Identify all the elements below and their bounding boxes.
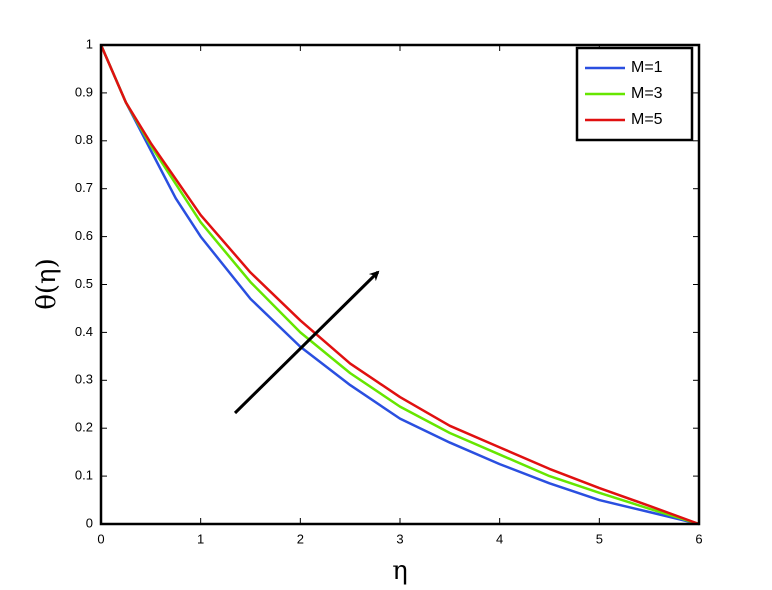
y-tick-label: 0.6 [75,228,93,243]
legend-label: M=5 [631,111,663,128]
y-tick-label: 0.5 [75,276,93,291]
legend-label: M=3 [631,85,663,102]
x-tick-label: 5 [596,531,603,546]
y-tick-label: 0.1 [75,468,93,483]
x-tick-label: 0 [97,531,104,546]
y-tick-label: 0.3 [75,372,93,387]
y-tick-label: 1 [86,36,93,51]
y-axis-label: θ(η) [32,258,62,310]
y-tick-label: 0 [86,515,93,530]
x-tick-label: 3 [396,531,403,546]
x-tick-label: 4 [496,531,503,546]
x-tick-label: 1 [197,531,204,546]
series-line [99,44,700,526]
y-tick-label: 0.4 [75,324,93,339]
series-line [99,44,700,526]
series-line [99,44,700,526]
x-tick-label: 2 [297,531,304,546]
y-tick-label: 0.8 [75,132,93,147]
x-axis-label: η [392,556,408,586]
y-tick-label: 0.2 [75,420,93,435]
trend-arrow [233,270,380,415]
legend-label: M=1 [631,59,663,76]
x-tick-label: 6 [695,531,702,546]
y-tick-label: 0.9 [75,84,93,99]
y-tick-label: 0.7 [75,180,93,195]
